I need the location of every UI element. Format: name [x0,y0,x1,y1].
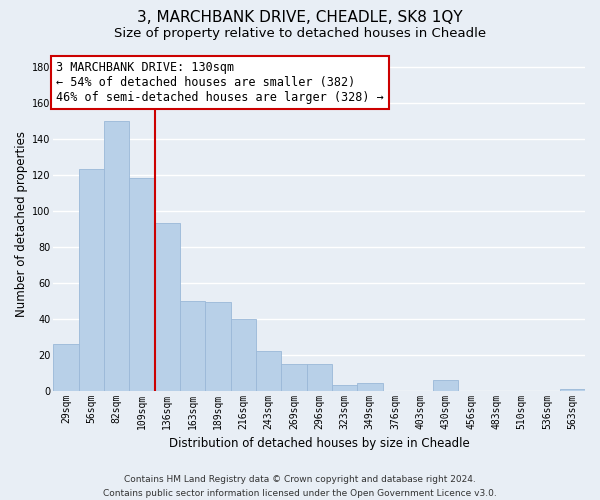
Y-axis label: Number of detached properties: Number of detached properties [15,131,28,317]
Text: Contains HM Land Registry data © Crown copyright and database right 2024.
Contai: Contains HM Land Registry data © Crown c… [103,476,497,498]
Bar [130,178,155,390]
Bar [79,169,104,390]
Bar [104,120,130,390]
Text: 3, MARCHBANK DRIVE, CHEADLE, SK8 1QY: 3, MARCHBANK DRIVE, CHEADLE, SK8 1QY [137,10,463,25]
Bar [281,364,307,390]
Bar [205,302,230,390]
X-axis label: Distribution of detached houses by size in Cheadle: Distribution of detached houses by size … [169,437,470,450]
Bar [256,351,281,391]
Bar [357,384,383,390]
Text: Size of property relative to detached houses in Cheadle: Size of property relative to detached ho… [114,28,486,40]
Bar [433,380,458,390]
Bar [230,318,256,390]
Text: 3 MARCHBANK DRIVE: 130sqm
← 54% of detached houses are smaller (382)
46% of semi: 3 MARCHBANK DRIVE: 130sqm ← 54% of detac… [56,61,384,104]
Bar [307,364,332,390]
Bar [155,223,180,390]
Bar [180,300,205,390]
Bar [560,389,585,390]
Bar [53,344,79,391]
Bar [332,385,357,390]
